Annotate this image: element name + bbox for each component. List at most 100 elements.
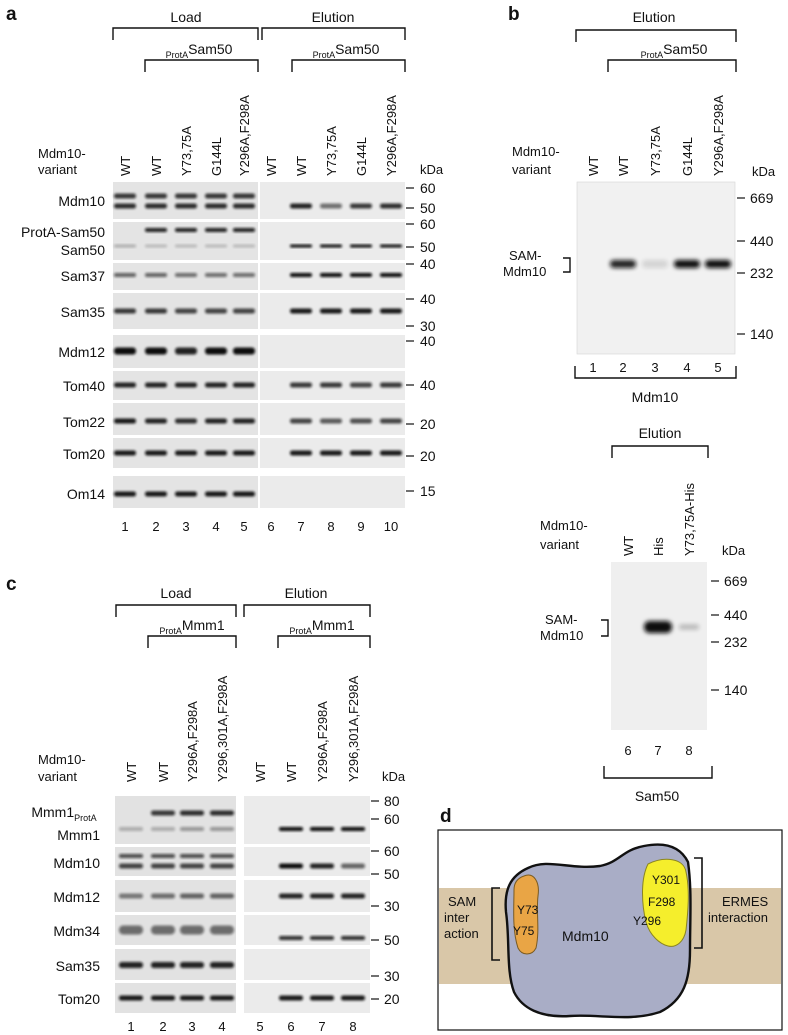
row-label-a-6: Mdm12 [58, 344, 105, 360]
b2-elution-label: Elution [639, 425, 682, 441]
blot-strips-a [113, 182, 405, 508]
ermes-label-2: interaction [708, 910, 768, 925]
band-c-1-2-8 [341, 827, 365, 831]
band-c-1-2-3 [180, 827, 204, 831]
band-a-1-1-5 [233, 193, 255, 199]
row-label-a-2: ProtA-Sam50 [21, 224, 105, 240]
res-y301: Y301 [652, 873, 680, 887]
band-a-3-1-1 [114, 273, 136, 277]
variant-label-c-2: variant [38, 769, 77, 784]
band-a-6-1-5 [233, 382, 255, 388]
band-b2-2 [644, 621, 672, 633]
marker-a-1: 60 [420, 180, 436, 196]
ermes-patch [642, 858, 689, 947]
band-a-1-2-2 [145, 203, 167, 209]
lane-number-c-7: 7 [318, 1019, 325, 1034]
marker-b1-3: 232 [750, 265, 774, 281]
blot-a-load-1 [113, 182, 258, 219]
lane-number-c-3: 3 [188, 1019, 195, 1034]
variant-label-b-2: variant [512, 162, 551, 177]
band-c-2-1-2 [151, 854, 175, 858]
sam-patch [513, 874, 539, 955]
lane-number-c-8: 8 [349, 1019, 356, 1034]
markers-c: 80 60 60 50 30 50 30 20 [371, 793, 400, 1007]
lane-label-b1-2: WT [616, 156, 631, 176]
band-a-4-1-2 [145, 308, 167, 314]
lane-label-c-8: Y296,301A,F298A [346, 675, 361, 782]
band-c-1-1-2 [151, 810, 175, 816]
row-label-a-5: Sam35 [61, 304, 106, 320]
band-c-1-2-2 [151, 827, 175, 831]
lane-labels-a: WT WT Y73,75A G144L Y296A,F298A WT WT Y73,75A G1… [118, 95, 399, 176]
b2-footer-bracket [603, 766, 713, 779]
lane-number-c-1: 1 [127, 1019, 134, 1034]
kda-label-c: kDa [382, 769, 406, 784]
lane-labels-c: WT WT Y296A,F298A Y296,301A,F298A WT WT Y296A,… [124, 675, 361, 782]
row-label-a-1: Mdm10 [58, 193, 105, 209]
band-c-3-1-7 [310, 893, 334, 899]
lane-number-a-9: 9 [357, 519, 364, 534]
lane-label-a-8: Y73,75A [324, 126, 339, 176]
band-c-4-1-2 [151, 925, 175, 935]
panel-label-c: c [6, 574, 17, 595]
band-a-6-1-8 [320, 382, 342, 388]
row-label-a-8: Tom22 [63, 414, 105, 430]
marker-a-9: 40 [420, 377, 436, 393]
band-a-9-1-1 [114, 491, 136, 497]
blot-c-load-2 [115, 847, 236, 876]
band-a-6-1-3 [175, 382, 197, 388]
band-a-2-2-8 [320, 244, 342, 248]
lane-label-c-5: WT [253, 762, 268, 782]
band-c-1-1-3 [180, 810, 204, 816]
band-a-3-1-8 [320, 273, 342, 277]
blot-a-elution-2 [260, 222, 405, 260]
band-a-6-1-2 [145, 382, 167, 388]
band-c-6-1-2 [151, 995, 175, 1001]
band-c-2-2-3 [180, 863, 204, 869]
ermes-label-1: ERMES [722, 894, 769, 909]
band-a-2-1-5 [233, 228, 255, 232]
band-c-5-1-3 [180, 962, 204, 968]
blot-strips-c [115, 796, 370, 1013]
elution-bracket [261, 27, 406, 40]
row-label-c-5: Mdm34 [53, 923, 100, 939]
marker-b2-3: 232 [724, 634, 748, 650]
marker-b2-1: 669 [724, 573, 748, 589]
lane-label-a-4: G144L [209, 137, 224, 176]
sam-label-1: SAM [448, 894, 476, 909]
marker-c-7: 30 [384, 968, 400, 984]
sam-mdm10-label-b1-1: SAM- [509, 248, 542, 263]
band-c-2-2-2 [151, 863, 175, 869]
band-a-4-1-1 [114, 308, 136, 314]
band-b1-4 [674, 260, 700, 268]
band-b1-5 [705, 260, 731, 268]
band-a-2-2-7 [290, 244, 312, 248]
band-a-8-1-1 [114, 450, 136, 456]
band-a-5-1-1 [114, 347, 136, 355]
lane-number-a-6: 6 [267, 519, 274, 534]
row-label-c-1: Mmm1ProtA [31, 804, 96, 823]
band-b2-3 [679, 624, 699, 630]
band-a-3-1-2 [145, 273, 167, 277]
lane-number-b2-2: 7 [654, 743, 661, 758]
band-c-1-2-6 [279, 827, 303, 831]
marker-a-8: 40 [420, 333, 436, 349]
band-a-8-1-2 [145, 450, 167, 456]
lane-label-c-4: Y296,301A,F298A [215, 675, 230, 782]
band-a-1-2-5 [233, 203, 255, 209]
lane-numbers-b-top: 1 2 3 4 5 [589, 360, 721, 375]
band-c-2-2-7 [310, 863, 334, 869]
band-b1-2 [610, 260, 636, 268]
row-label-a-3: Sam50 [61, 242, 106, 258]
lane-label-b2-3: Y73,75A-His [682, 483, 697, 556]
lane-number-a-7: 7 [297, 519, 304, 534]
lane-numbers-b-bottom: 6 7 8 [624, 743, 692, 758]
row-label-c-2: Mmm1 [57, 827, 100, 843]
band-a-9-1-3 [175, 491, 197, 497]
lane-label-c-7: Y296A,F298A [315, 701, 330, 782]
variant-label-b-1: Mdm10- [512, 144, 560, 159]
band-a-7-1-7 [290, 418, 312, 424]
band-c-6-1-7 [310, 995, 334, 1001]
lane-label-a-5: Y296A,F298A [237, 95, 252, 176]
band-c-4-2-8 [341, 936, 365, 940]
